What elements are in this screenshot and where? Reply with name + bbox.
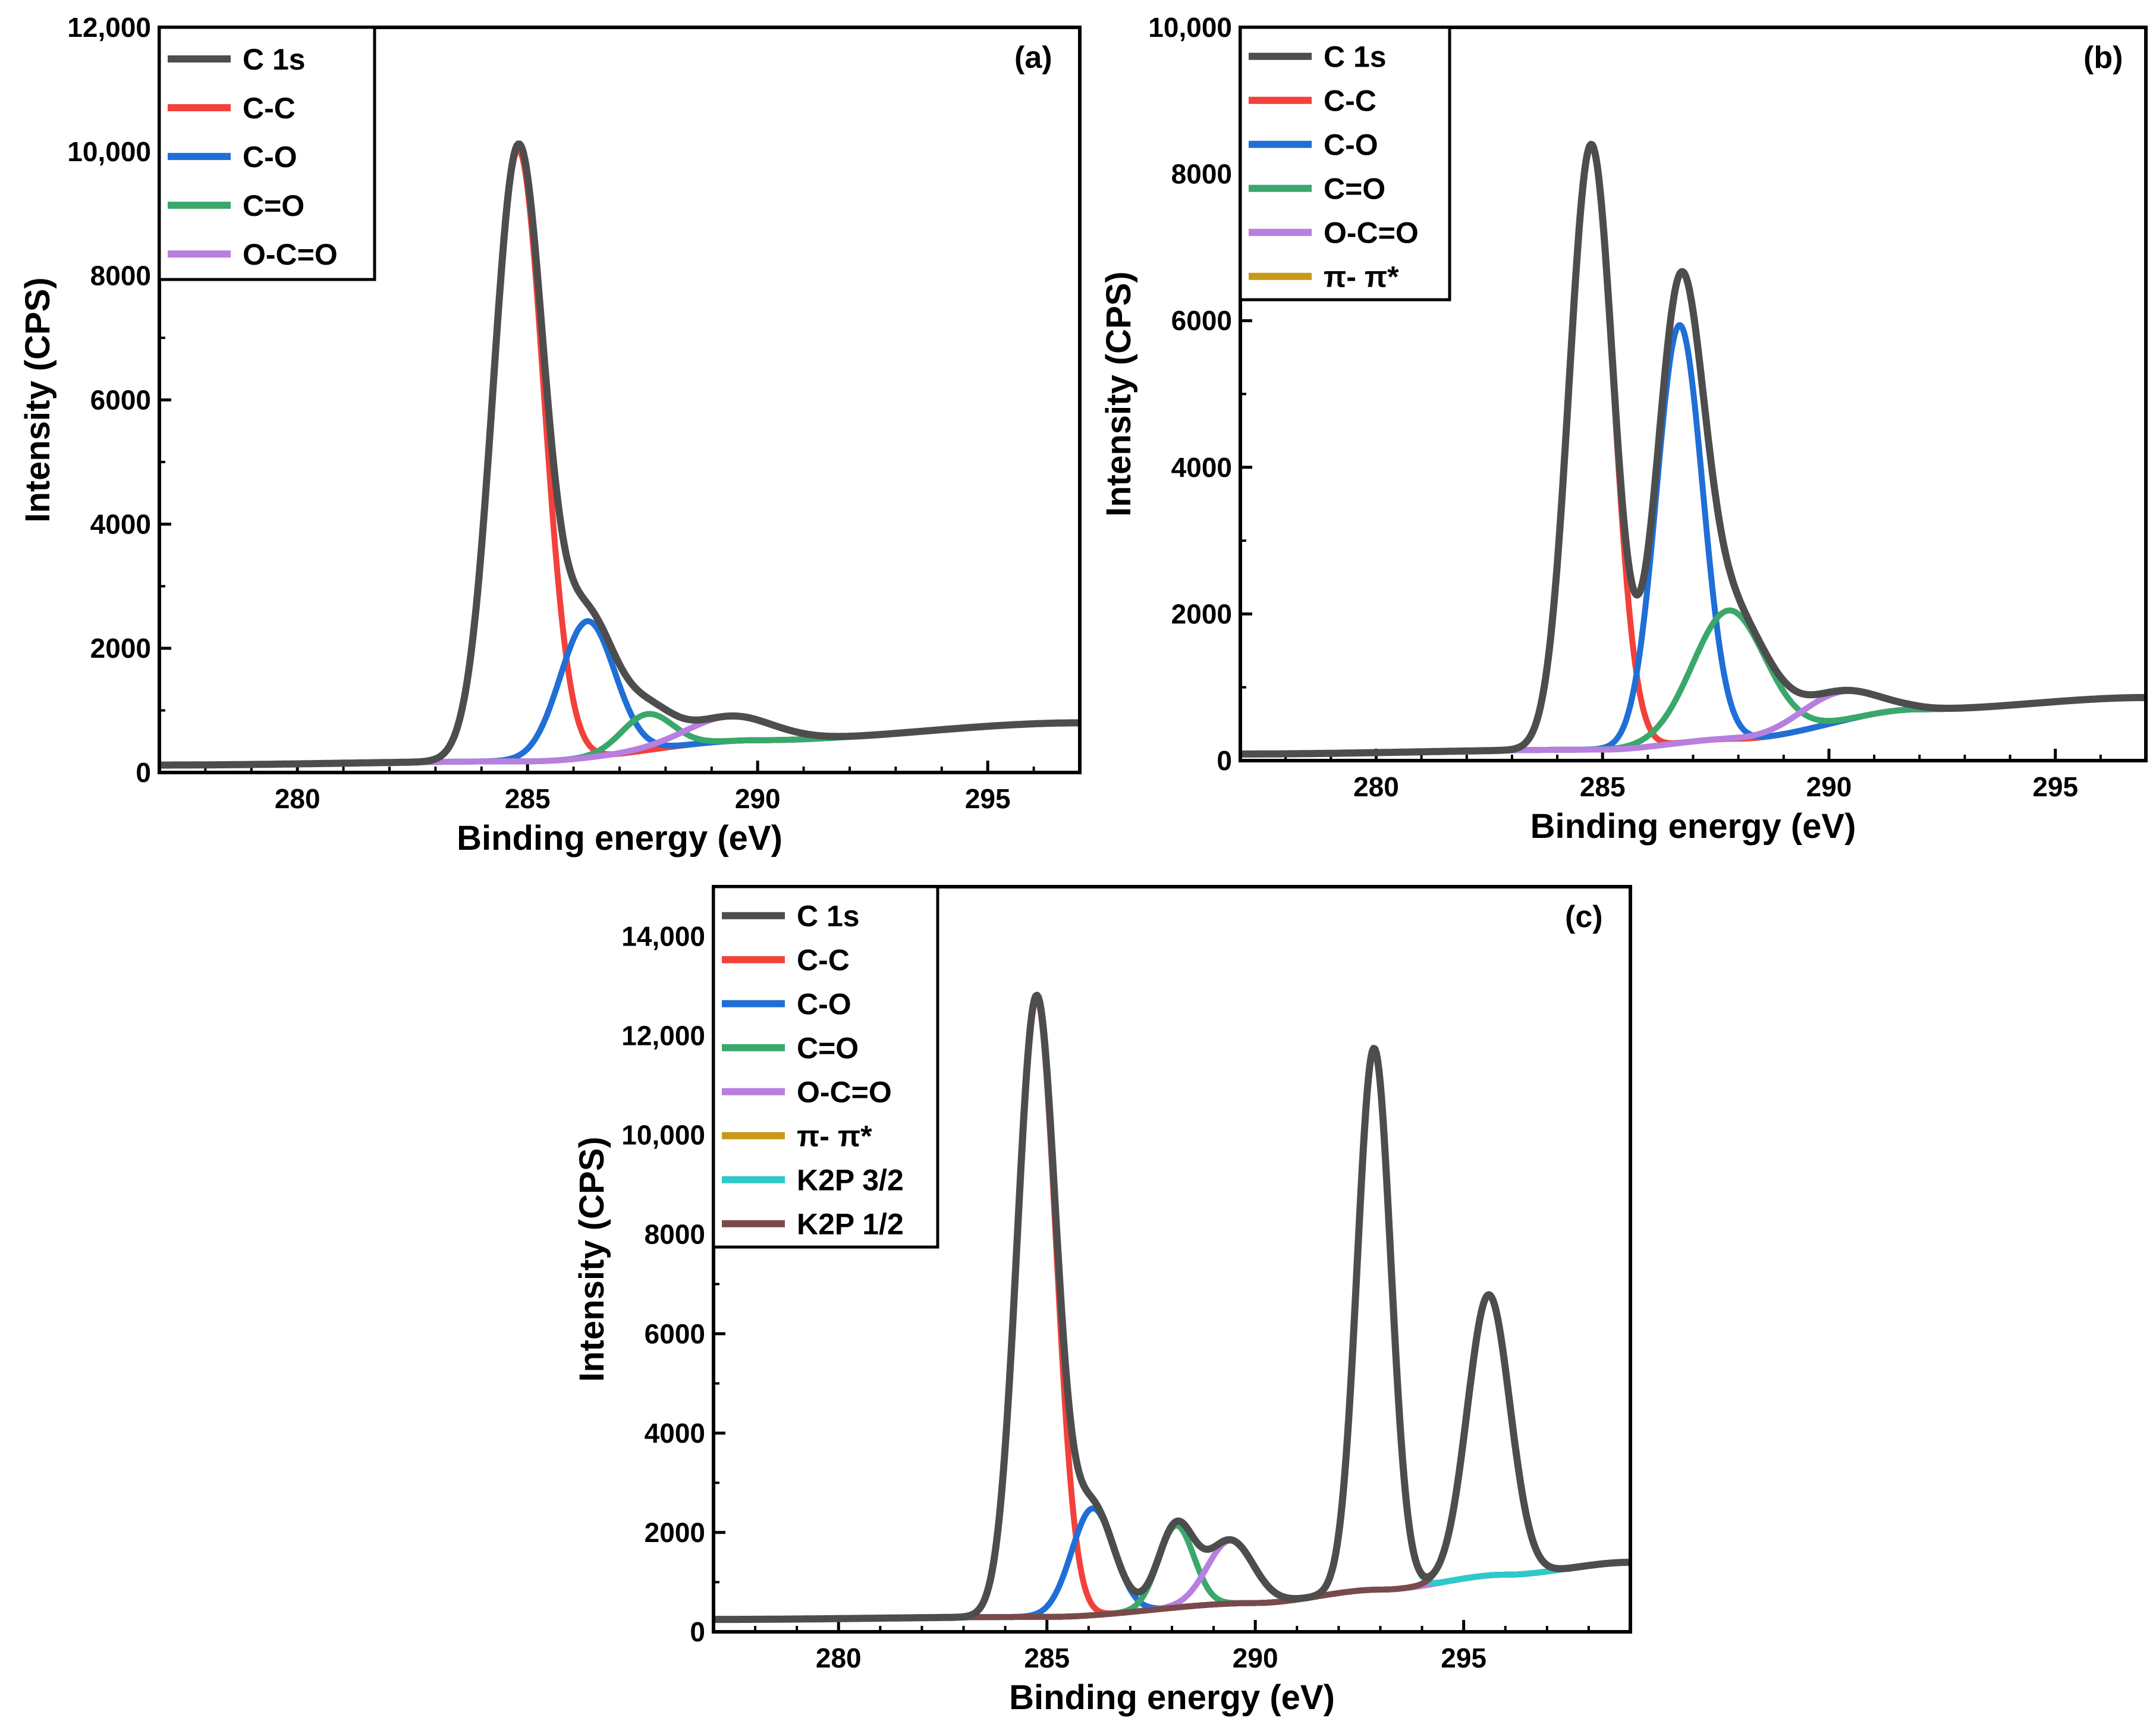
- panel-a: 280 285 290 295 0 2000 4000 6000 8000 10,000 12,00…: [18, 12, 1082, 858]
- plot-area: [1240, 140, 2146, 758]
- x-tick-label: 285: [1024, 1643, 1070, 1673]
- y-tick-label: 2000: [1171, 598, 1232, 629]
- y-tick-label: 0: [1217, 745, 1232, 776]
- y-tick-label: 6000: [90, 385, 151, 416]
- x-tick-label: 290: [1233, 1643, 1278, 1673]
- legend-label-pi-pistar: π- π*: [1324, 260, 1399, 294]
- y-tick-label: 2000: [645, 1517, 705, 1548]
- y-tick-label: 8000: [645, 1219, 705, 1250]
- series-line-c-1s: [1240, 140, 2146, 758]
- legend-label-o-c-eq-o: O-C=O: [1324, 216, 1419, 250]
- y-axis-title: Intensity (CPS): [18, 277, 57, 523]
- y-tick-label: 6000: [1171, 305, 1232, 336]
- legend-box: [1239, 26, 1451, 302]
- plot-area: [159, 140, 1080, 769]
- panel-c: 280 285 290 295 0 2000 4000 6000 8000 10,000 12,00…: [573, 885, 1632, 1717]
- y-tick-label: 10,000: [1148, 12, 1232, 43]
- legend-label-c-1s: C 1s: [1324, 40, 1387, 74]
- legend-label-c-c: C-C: [243, 92, 296, 125]
- plot-frame: [712, 885, 1632, 1634]
- series-line-c-1s: [714, 991, 1630, 1623]
- panel-label: (c): [1565, 900, 1603, 934]
- x-axis-title: Binding energy (eV): [1530, 807, 1856, 846]
- x-tick-label: 295: [965, 783, 1011, 814]
- series-line-c-eq-o: [159, 711, 1080, 768]
- panel-label: (a): [1014, 40, 1052, 75]
- series-line-c-1s: [159, 140, 1080, 769]
- y-tick-label: 4000: [90, 508, 151, 539]
- y-tick-label: 12,000: [621, 1020, 705, 1051]
- y-tick-label: 4000: [1171, 452, 1232, 483]
- x-tick-label: 285: [505, 783, 551, 814]
- legend: C 1s C-C C-O C=O O-C=O: [158, 26, 376, 281]
- legend-label-c-c: C-C: [1324, 84, 1376, 118]
- series-line-o-c-eq-o: [159, 713, 1080, 768]
- series-line-c-eq-o: [1240, 607, 2146, 757]
- x-tick-label: 285: [1580, 771, 1626, 802]
- y-tick-label: 2000: [90, 633, 151, 664]
- series-line-c-o: [159, 618, 1080, 768]
- series-line-c-o: [1240, 322, 2146, 757]
- x-axis-title: Binding energy (eV): [457, 819, 782, 858]
- y-tick-label: 10,000: [67, 136, 151, 167]
- y-tick-label: 14,000: [621, 921, 705, 952]
- x-axis-title: Binding energy (eV): [1009, 1678, 1335, 1717]
- legend-label-k2p-3-2: K2P 3/2: [797, 1164, 904, 1197]
- x-tick-label: 290: [1806, 771, 1852, 802]
- legend-label-pi-pistar: π- π*: [797, 1120, 872, 1153]
- x-tick-label: 295: [1441, 1643, 1486, 1673]
- panel-label: (b): [2083, 40, 2123, 75]
- y-tick-label: 6000: [645, 1318, 705, 1349]
- legend-label-c-o: C-O: [797, 988, 851, 1021]
- legend: C 1s C-C C-O C=O O-C=O π- π*: [1239, 26, 1451, 302]
- y-tick-label: 12,000: [67, 12, 151, 43]
- legend-label-c-o: C-O: [243, 140, 297, 174]
- y-axis-title: Intensity (CPS): [1099, 271, 1138, 517]
- plot-area: [714, 991, 1630, 1623]
- legend-label-c-eq-o: C=O: [797, 1032, 859, 1065]
- y-tick-label: 4000: [645, 1418, 705, 1449]
- y-axis-title: Intensity (CPS): [573, 1136, 611, 1382]
- series-line-k2p-1-2: [714, 1292, 1630, 1623]
- y-tick-label: 10,000: [621, 1120, 705, 1151]
- panel-b: 280 285 290 295 0 2000 4000 6000 8000 10,000 Bindi…: [1099, 12, 2148, 846]
- x-tick-label: 295: [2032, 771, 2078, 802]
- series-line-o-c-eq-o: [1240, 687, 2146, 757]
- legend-label-o-c-eq-o: O-C=O: [243, 238, 338, 271]
- legend-label-c-1s: C 1s: [243, 43, 306, 76]
- legend-label-c-c: C-C: [797, 944, 850, 977]
- x-tick-label: 280: [1353, 771, 1399, 802]
- plot-frame: [1239, 26, 2148, 762]
- x-tick-label: 290: [735, 783, 781, 814]
- legend-label-c-1s: C 1s: [797, 900, 860, 933]
- legend: C 1s C-C C-O C=O O-C=O π- π* K2P 3/2 K2P 1/2: [712, 885, 939, 1249]
- x-tick-label: 280: [816, 1643, 862, 1673]
- legend-label-c-eq-o: C=O: [243, 189, 304, 222]
- legend-box: [712, 885, 939, 1249]
- legend-label-c-o: C-O: [1324, 128, 1378, 162]
- x-tick-label: 280: [275, 783, 320, 814]
- legend-label-o-c-eq-o: O-C=O: [797, 1076, 892, 1109]
- plot-frame: [158, 26, 1082, 774]
- y-tick-label: 8000: [90, 260, 151, 291]
- y-tick-label: 0: [690, 1616, 705, 1647]
- legend-label-c-eq-o: C=O: [1324, 172, 1385, 206]
- legend-label-k2p-1-2: K2P 1/2: [797, 1208, 904, 1241]
- y-tick-label: 0: [136, 757, 151, 788]
- y-tick-label: 8000: [1171, 159, 1232, 190]
